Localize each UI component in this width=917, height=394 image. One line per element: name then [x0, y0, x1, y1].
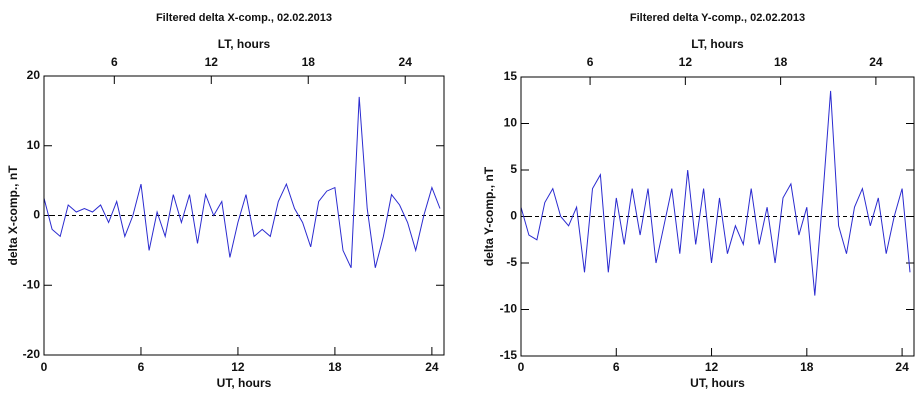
- y-tick-label: -10: [23, 277, 41, 291]
- x2-tick-label: 12: [205, 55, 219, 69]
- x-tick-label: 12: [231, 360, 245, 374]
- x2-tick-label: 18: [302, 55, 316, 69]
- x-tick-label: 24: [895, 360, 909, 374]
- x2-tick-label: 6: [587, 55, 594, 69]
- plot-frame: [520, 76, 915, 357]
- x-tick-label: 0: [41, 360, 48, 374]
- y-tick-label: -15: [500, 348, 518, 362]
- y-tick-label: 5: [510, 162, 517, 176]
- y-tick-label: 20: [27, 68, 41, 82]
- data-line: [520, 90, 911, 296]
- y-tick-label: -20: [23, 347, 41, 361]
- x-tick-label: 0: [518, 360, 525, 374]
- x2-tick-label: 12: [679, 55, 693, 69]
- data-line: [43, 96, 441, 269]
- x-tick-label: 6: [138, 360, 145, 374]
- x-tick-label: 18: [800, 360, 814, 374]
- y-tick-label: -10: [500, 302, 518, 316]
- y-tick-label: 0: [33, 208, 40, 222]
- x2-axis-label: LT, hours: [691, 37, 744, 51]
- chart-title: Filtered delta X-comp., 02.02.2013: [156, 12, 332, 24]
- x2-tick-label: 24: [869, 55, 883, 69]
- y-axis-label: delta Y-comp., nT: [482, 166, 496, 266]
- chart-title: Filtered delta Y-comp., 02.02.2013: [630, 12, 805, 24]
- plot-frame: [43, 75, 445, 356]
- x2-tick-label: 6: [111, 55, 118, 69]
- x2-tick-label: 18: [774, 55, 788, 69]
- y-axis-label: delta X-comp., nT: [6, 165, 20, 266]
- x-tick-label: 18: [328, 360, 342, 374]
- y-tick-label: -5: [506, 255, 517, 269]
- x2-tick-label: 24: [399, 55, 413, 69]
- x-tick-label: 12: [705, 360, 719, 374]
- y-tick-label: 0: [510, 209, 517, 223]
- x2-axis-label: LT, hours: [218, 37, 271, 51]
- x-axis-label: UT, hours: [217, 376, 272, 390]
- x-tick-label: 6: [613, 360, 620, 374]
- x-axis-label: UT, hours: [690, 376, 745, 390]
- y-tick-label: 10: [27, 138, 41, 152]
- x-tick-label: 24: [425, 360, 439, 374]
- y-tick-label: 10: [504, 116, 518, 130]
- y-tick-label: 15: [504, 69, 518, 83]
